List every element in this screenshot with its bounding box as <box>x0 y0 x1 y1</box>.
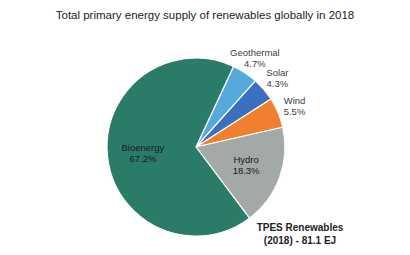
slice-label: Solar <box>266 67 288 78</box>
data-label: 5.5% <box>284 106 306 117</box>
data-label: 4.3% <box>267 78 289 89</box>
chart-svg: Total primary energy supply of renewable… <box>0 0 410 255</box>
slices <box>107 58 285 236</box>
annotation: (2018) - 81.1 EJ <box>264 235 336 246</box>
labels: Geothermal4.7%Solar4.3% Wind5.5% Hydro18.3… <box>122 47 306 177</box>
chart-container: Total primary energy supply of renewable… <box>0 0 410 255</box>
title: Total primary energy supply of renewable… <box>56 9 355 21</box>
slice-label: Geothermal <box>230 47 280 58</box>
data-label: 67.2% <box>129 153 156 164</box>
data-label: 18.3% <box>233 165 260 176</box>
data-label: 4.7% <box>244 58 266 69</box>
slice-label: Hydro <box>233 154 258 165</box>
annotation: TPES Renewables <box>257 222 344 233</box>
slice-label: Wind <box>284 95 306 106</box>
pie-slice <box>107 58 249 236</box>
slice-label: Bioenergy <box>122 142 165 153</box>
